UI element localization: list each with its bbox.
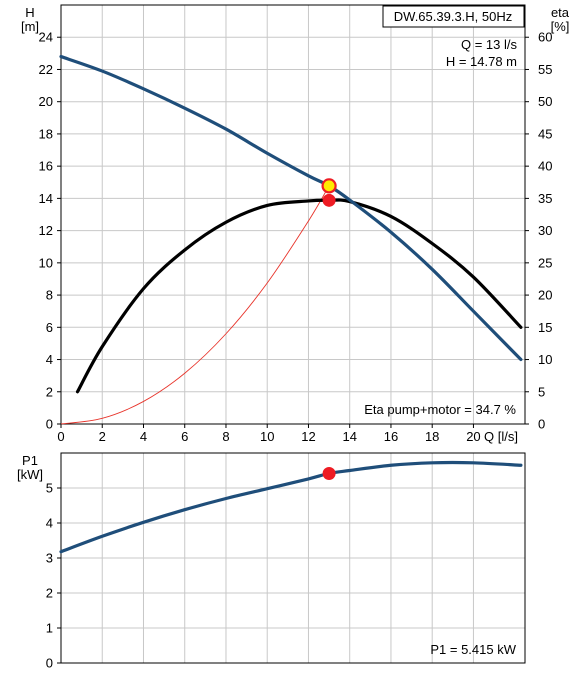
head-tick-label: 2	[46, 384, 53, 399]
head-axis-unit: [m]	[21, 19, 39, 34]
eta-axis-unit: [%]	[551, 19, 570, 34]
head-tick-label: 10	[39, 255, 53, 270]
eta-tick-label: 45	[538, 126, 552, 141]
x-tick-label: 14	[342, 429, 356, 444]
x-tick-label: 2	[99, 429, 106, 444]
efficiency-readout: Eta pump+motor = 34.7 %	[364, 402, 516, 417]
model-label-box	[382, 5, 525, 28]
power-chart-axes: 0 1 2 3 4 5	[46, 481, 61, 671]
eta-tick-label: 20	[538, 288, 552, 303]
head-curve-line	[59, 54, 523, 362]
head-axis-label: H	[25, 5, 34, 20]
power-curve-line	[59, 460, 523, 554]
head-tick-label: 0	[46, 417, 53, 432]
eta-tick-label: 0	[538, 417, 545, 432]
efficiency-operating-point	[322, 193, 336, 207]
head-tick-label: 4	[46, 352, 53, 367]
power-axis-unit: [kW]	[17, 467, 43, 482]
x-tick-label: 6	[181, 429, 188, 444]
eta-tick-label: 40	[538, 159, 552, 174]
eta-tick-label: 30	[538, 223, 552, 238]
eta-tick-label: 25	[538, 255, 552, 270]
x-tick-label: 16	[384, 429, 398, 444]
flow-axis-label: Q [l/s]	[484, 429, 518, 444]
eta-tick-label: 60	[538, 30, 552, 45]
power-chart-series	[59, 460, 523, 554]
model-label: DW.65.39.3.H, 50Hz	[394, 9, 513, 24]
x-tick-label: 20	[466, 429, 480, 444]
eta-tick-label: 55	[538, 62, 552, 77]
power-tick-label: 3	[46, 551, 53, 566]
head-tick-label: 14	[39, 191, 53, 206]
power-tick-label: 0	[46, 656, 53, 671]
eta-axis-label: eta	[551, 5, 570, 20]
head-tick-label: 22	[39, 62, 53, 77]
power-tick-label: 5	[46, 481, 53, 496]
eta-tick-label: 35	[538, 191, 552, 206]
head-tick-label: 20	[39, 94, 53, 109]
top-chart-frame	[60, 4, 526, 425]
head-tick-label: 16	[39, 159, 53, 174]
system-curve-line	[60, 185, 330, 425]
head-tick-label: 24	[39, 30, 53, 45]
power-operating-point	[322, 466, 336, 480]
x-tick-label: 0	[57, 429, 64, 444]
operating-head-readout: H = 14.78 m	[446, 54, 517, 69]
head-operating-point	[321, 178, 337, 194]
x-tick-label: 18	[425, 429, 439, 444]
head-tick-label: 8	[46, 288, 53, 303]
efficiency-curve-line	[75, 198, 523, 394]
power-tick-label: 1	[46, 621, 53, 636]
top-chart-axes: 0 2 4 6 8 10 12 14 16 18 2002468101214161820222405…	[39, 30, 553, 444]
eta-tick-label: 50	[538, 94, 552, 109]
eta-tick-label: 10	[538, 352, 552, 367]
power-axis-label: P1	[22, 453, 38, 468]
top-chart-series	[59, 54, 523, 425]
x-tick-label: 4	[140, 429, 147, 444]
power-readout: P1 = 5.415 kW	[430, 642, 516, 657]
head-tick-label: 6	[46, 320, 53, 335]
eta-tick-label: 15	[538, 320, 552, 335]
x-tick-label: 8	[222, 429, 229, 444]
power-chart-grid	[60, 453, 525, 664]
x-tick-label: 12	[301, 429, 315, 444]
eta-tick-label: 5	[538, 384, 545, 399]
head-tick-label: 18	[39, 126, 53, 141]
power-tick-label: 4	[46, 516, 53, 531]
power-tick-label: 2	[46, 586, 53, 601]
x-tick-label: 10	[260, 429, 274, 444]
operating-flow-readout: Q = 13 l/s	[461, 37, 517, 52]
head-tick-label: 12	[39, 223, 53, 238]
